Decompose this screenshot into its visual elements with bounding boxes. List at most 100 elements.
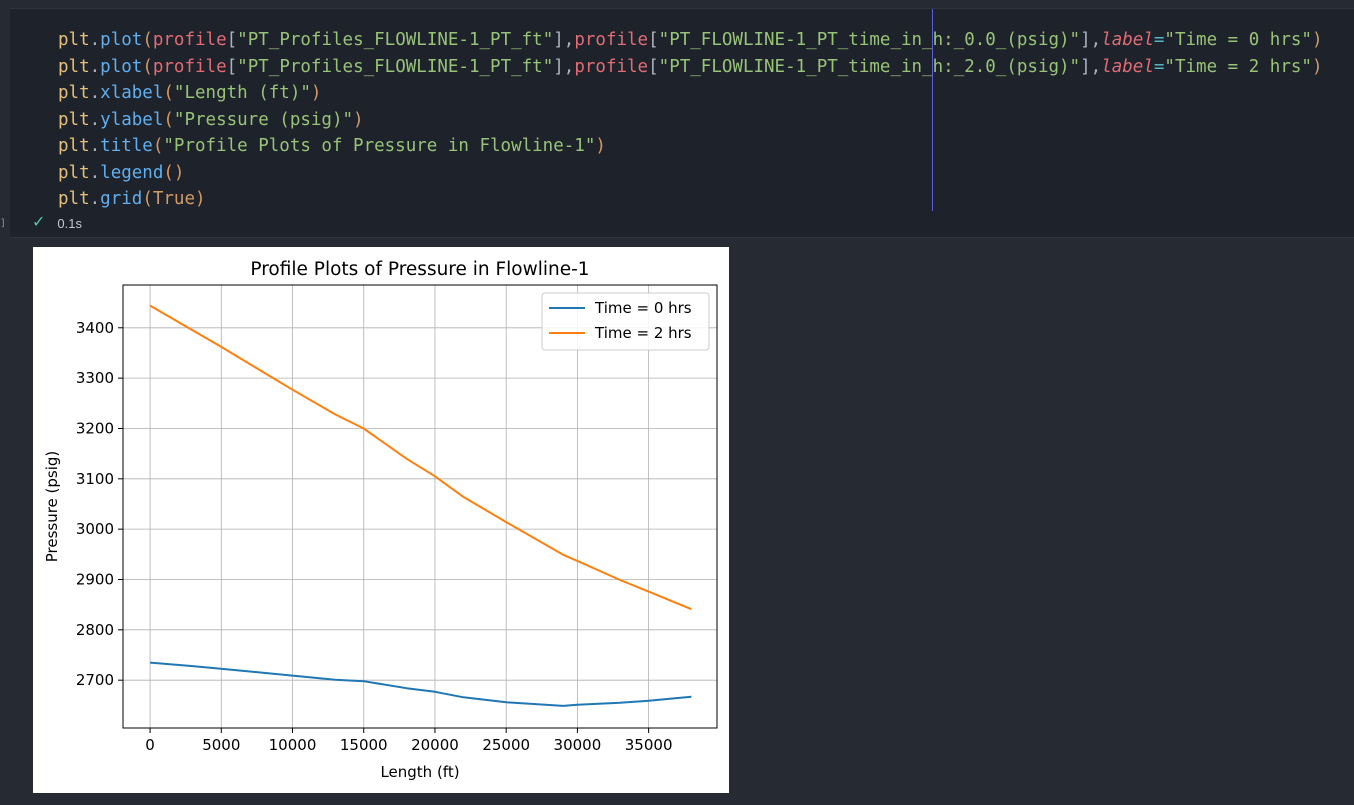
code-token: . <box>89 30 101 50</box>
code-token: "PT_Profiles_FLOWLINE-1_PT_ft" <box>237 30 554 50</box>
code-token: "PT_Profiles_FLOWLINE-1_PT_ft" <box>237 56 554 77</box>
code-token: plot <box>100 56 143 77</box>
code-editor[interactable]: plt.plot(profile["PT_Profiles_FLOWLINE-1… <box>58 27 1322 213</box>
x-tick-label: 5000 <box>202 736 240 754</box>
code-token: ( <box>142 189 153 209</box>
legend-label: Time = 2 hrs <box>594 324 692 342</box>
code-token: "Length (ft)" <box>173 83 311 103</box>
code-token: "Profile Plots of Pressure in Flowline-1… <box>163 136 596 156</box>
editor-column-guide <box>932 9 933 211</box>
chart-title: Profile Plots of Pressure in Flowline-1 <box>250 259 589 280</box>
code-token: () <box>163 162 185 183</box>
code-token: ( <box>152 136 164 156</box>
plot-frame <box>122 284 718 729</box>
code-token: plt <box>58 56 90 77</box>
code-token: "PT_FLOWLINE-1_PT_time_in_h:_0.0_(psig)" <box>658 30 1081 50</box>
code-token: [ <box>226 30 238 50</box>
y-tick-label: 3100 <box>76 470 114 488</box>
code-line: plt.title("Profile Plots of Pressure in … <box>58 133 1322 160</box>
code-token: ] <box>1080 30 1091 50</box>
code-token: plt <box>58 189 90 209</box>
code-token: label <box>1101 56 1154 77</box>
y-tick-label: 3300 <box>76 369 114 387</box>
x-tick-label: 20000 <box>411 736 459 754</box>
cell-gutter-marker: ] <box>0 218 7 229</box>
code-token: , <box>563 56 575 77</box>
code-line: plt.ylabel("Pressure (psig)") <box>58 107 1322 134</box>
code-token: "Time = 0 hrs" <box>1164 30 1312 50</box>
code-line: plt.plot(profile["PT_Profiles_FLOWLINE-1… <box>58 54 1322 81</box>
y-tick-label: 3400 <box>76 319 114 337</box>
execution-status: ✓ 0.1s <box>32 215 82 231</box>
code-token: xlabel <box>100 83 164 103</box>
code-token: "PT_FLOWLINE-1_PT_time_in_h:_2.0_(psig)" <box>658 56 1081 77</box>
code-token: grid <box>100 189 143 209</box>
y-tick-label: 3200 <box>76 419 114 437</box>
code-token: ( <box>142 30 153 50</box>
code-cell[interactable]: plt.plot(profile["PT_Profiles_FLOWLINE-1… <box>10 8 1354 238</box>
code-token: plt <box>58 109 90 130</box>
code-token: . <box>89 109 101 130</box>
code-token: ) <box>1311 56 1323 77</box>
code-token: profile <box>152 56 227 77</box>
cell-output: 0 5000 10000 15000 20000 25000 30000 35000 2700 2… <box>33 247 729 793</box>
code-token: plot <box>100 30 143 50</box>
execution-time: 0.1s <box>57 215 82 231</box>
code-token: = <box>1153 30 1165 50</box>
check-icon: ✓ <box>32 214 46 231</box>
x-tick-label: 0 <box>145 736 155 754</box>
code-token: . <box>89 136 101 156</box>
line-chart: 0 5000 10000 15000 20000 25000 30000 35000 2700 2… <box>43 259 718 781</box>
code-token: profile <box>574 56 649 77</box>
code-token: = <box>1153 56 1165 77</box>
x-tick-label: 10000 <box>269 736 317 754</box>
series-line <box>149 304 692 611</box>
code-token: plt <box>58 136 90 156</box>
code-token: ( <box>142 56 153 77</box>
y-tick-label: 3000 <box>76 520 114 538</box>
code-token: , <box>1090 30 1102 50</box>
code-token: title <box>100 136 153 156</box>
code-token: . <box>89 56 101 77</box>
code-token: ) <box>1311 30 1323 50</box>
code-token: ] <box>553 56 564 77</box>
code-token: [ <box>648 30 659 50</box>
code-token: ) <box>353 109 364 130</box>
code-token: . <box>89 83 101 103</box>
code-token: profile <box>152 30 227 50</box>
y-tick-label: 2700 <box>76 671 114 689</box>
y-tick-label: 2800 <box>76 621 114 639</box>
x-tick-label: 15000 <box>340 736 388 754</box>
x-tick-label: 25000 <box>482 736 530 754</box>
code-token: ) <box>595 136 606 156</box>
code-token: . <box>89 162 101 183</box>
x-tick-label: 35000 <box>625 736 673 754</box>
code-token: , <box>1090 56 1102 77</box>
code-token: plt <box>58 30 90 50</box>
code-token: "Time = 2 hrs" <box>1164 56 1312 77</box>
code-line: plt.xlabel("Length (ft)") <box>58 80 1322 107</box>
code-token: legend <box>100 162 164 183</box>
x-axis-label: Length (ft) <box>380 763 459 781</box>
code-token: "Pressure (psig)" <box>173 109 354 130</box>
code-token: plt <box>58 83 90 103</box>
code-token: True <box>152 189 196 209</box>
code-token: , <box>563 30 575 50</box>
code-token: plt <box>58 162 90 183</box>
code-token: [ <box>648 56 659 77</box>
code-token: ] <box>1080 56 1091 77</box>
code-line: plt.plot(profile["PT_Profiles_FLOWLINE-1… <box>58 27 1322 54</box>
code-token: profile <box>574 30 649 50</box>
code-token: [ <box>226 56 238 77</box>
code-token: ylabel <box>100 109 164 130</box>
code-line: plt.grid(True) <box>58 186 1322 213</box>
code-token: ( <box>163 109 174 130</box>
code-token: ) <box>310 83 322 103</box>
x-tick-label: 30000 <box>554 736 602 754</box>
y-tick-label: 2900 <box>76 570 114 588</box>
series-line <box>150 661 692 707</box>
code-token: . <box>89 189 101 209</box>
code-line: plt.legend() <box>58 160 1322 187</box>
legend-label: Time = 0 hrs <box>594 299 692 317</box>
code-token: ( <box>163 83 174 103</box>
